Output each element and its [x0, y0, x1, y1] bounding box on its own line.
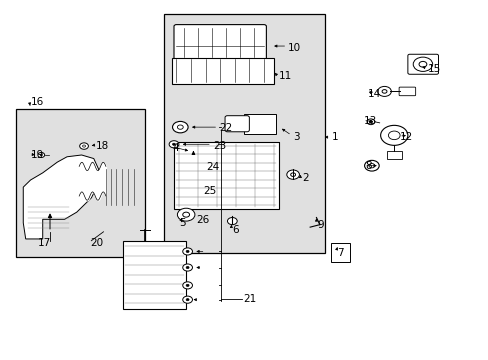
- Text: 12: 12: [399, 132, 412, 142]
- Circle shape: [82, 145, 85, 147]
- Text: 5: 5: [179, 218, 185, 228]
- FancyBboxPatch shape: [174, 143, 278, 208]
- Circle shape: [186, 266, 189, 269]
- Text: 7: 7: [336, 248, 343, 258]
- FancyBboxPatch shape: [224, 116, 249, 132]
- Circle shape: [183, 296, 192, 303]
- Circle shape: [368, 163, 374, 168]
- FancyBboxPatch shape: [398, 87, 415, 96]
- Text: 2: 2: [301, 173, 308, 183]
- Circle shape: [169, 141, 179, 148]
- Circle shape: [172, 121, 188, 133]
- Circle shape: [177, 208, 195, 221]
- Polygon shape: [23, 155, 99, 239]
- Text: 15: 15: [427, 64, 441, 74]
- Text: 25: 25: [203, 186, 216, 197]
- Text: 24: 24: [206, 162, 220, 172]
- Circle shape: [186, 284, 189, 287]
- Circle shape: [38, 153, 44, 157]
- Circle shape: [172, 143, 175, 145]
- Circle shape: [183, 264, 192, 271]
- Text: 1: 1: [331, 132, 338, 142]
- Text: 21: 21: [243, 294, 256, 303]
- Text: 19: 19: [30, 150, 44, 160]
- Text: 18: 18: [96, 141, 109, 151]
- Circle shape: [177, 125, 183, 129]
- Circle shape: [183, 282, 192, 289]
- Text: 3: 3: [292, 132, 299, 142]
- Circle shape: [227, 217, 237, 225]
- Circle shape: [418, 62, 426, 67]
- FancyBboxPatch shape: [16, 109, 144, 257]
- Circle shape: [366, 119, 374, 125]
- FancyBboxPatch shape: [122, 241, 186, 309]
- Text: 6: 6: [232, 225, 239, 235]
- Circle shape: [369, 121, 372, 123]
- FancyBboxPatch shape: [244, 114, 276, 134]
- Circle shape: [186, 298, 189, 301]
- Circle shape: [380, 125, 407, 145]
- Text: 10: 10: [287, 43, 301, 53]
- Text: 16: 16: [30, 97, 44, 107]
- Circle shape: [80, 143, 88, 149]
- FancyBboxPatch shape: [171, 58, 273, 84]
- Text: 26: 26: [196, 215, 209, 225]
- Circle shape: [290, 173, 295, 176]
- FancyBboxPatch shape: [407, 54, 438, 74]
- FancyBboxPatch shape: [164, 14, 324, 253]
- Circle shape: [286, 170, 299, 179]
- Circle shape: [377, 86, 390, 96]
- FancyBboxPatch shape: [386, 152, 401, 158]
- Text: 8: 8: [365, 161, 371, 171]
- Circle shape: [183, 212, 189, 217]
- Text: 23: 23: [212, 141, 225, 151]
- Text: 14: 14: [367, 89, 380, 99]
- Circle shape: [183, 248, 192, 255]
- Text: 4: 4: [172, 143, 179, 153]
- Circle shape: [186, 250, 189, 252]
- FancyBboxPatch shape: [330, 243, 350, 262]
- Text: 17: 17: [38, 238, 51, 248]
- Circle shape: [364, 160, 378, 171]
- FancyBboxPatch shape: [174, 24, 266, 60]
- Circle shape: [412, 57, 432, 71]
- Circle shape: [387, 131, 399, 140]
- Text: 11: 11: [278, 71, 291, 81]
- Text: 20: 20: [90, 238, 103, 248]
- Text: 22: 22: [219, 123, 232, 133]
- Text: 9: 9: [317, 220, 324, 230]
- Circle shape: [381, 90, 386, 93]
- Circle shape: [40, 154, 42, 156]
- Text: 13: 13: [364, 116, 377, 126]
